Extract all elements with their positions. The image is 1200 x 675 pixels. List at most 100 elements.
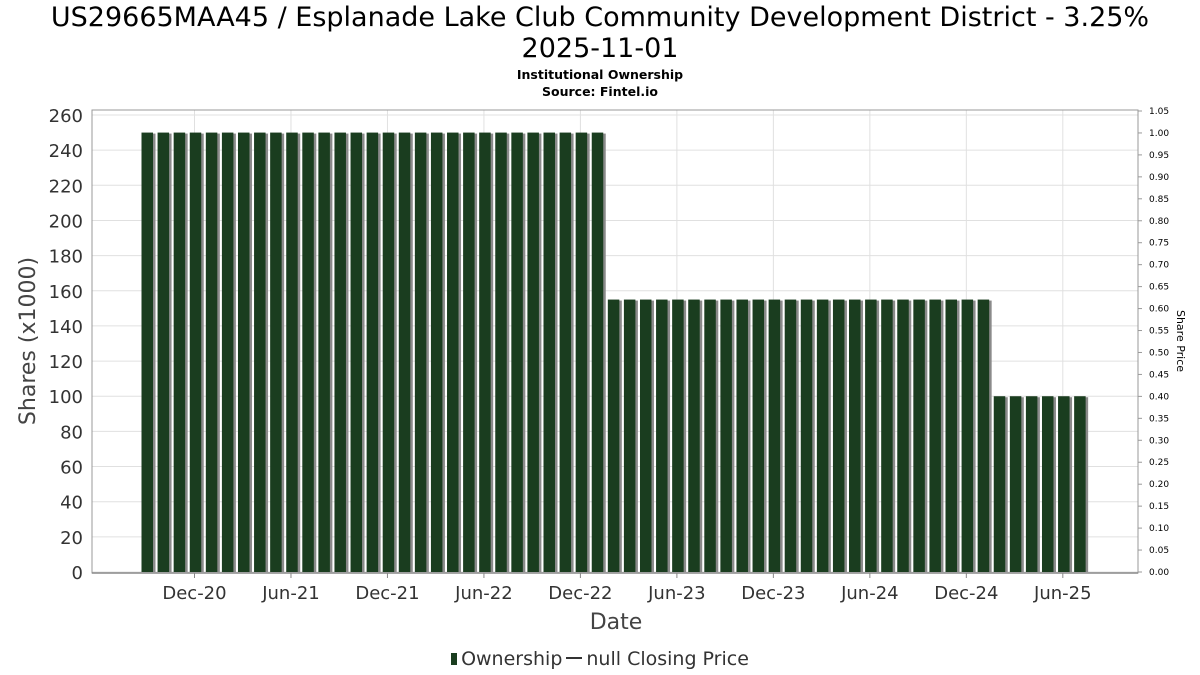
y2-tick-label: 0.80 (1149, 217, 1169, 227)
ownership-bar (881, 299, 893, 572)
y2-tick-label: 0.20 (1149, 480, 1169, 490)
y-tick-label: 200 (49, 211, 83, 232)
y2-tick-label: 0.40 (1149, 392, 1169, 402)
ownership-bar (720, 299, 732, 572)
y2-tick-label: 1.00 (1149, 129, 1169, 139)
ownership-bar (543, 132, 555, 573)
ownership-bar (607, 299, 620, 572)
x-tick-label: Jun-23 (647, 583, 706, 604)
ownership-bar (495, 132, 507, 573)
y2-tick-label: 0.50 (1149, 348, 1169, 358)
y-tick-label: 80 (60, 422, 83, 443)
price-legend-line (566, 657, 583, 659)
y2-tick-label: 0.10 (1149, 524, 1169, 534)
y2-tick-label: 0.65 (1149, 283, 1169, 293)
ownership-bar (1074, 396, 1086, 572)
ownership-bar (849, 299, 861, 572)
ownership-bar (334, 132, 346, 573)
x-tick-label: Dec-23 (741, 583, 805, 604)
ownership-bar (752, 299, 765, 572)
ownership-bar (237, 132, 250, 573)
ownership-bar (656, 299, 668, 572)
ownership-bar (1009, 396, 1022, 572)
x-axis-title: Date (590, 610, 643, 635)
ownership-bar (1025, 396, 1038, 572)
chart-subtitle: Institutional Ownership (516, 67, 684, 82)
ownership-bar (414, 132, 427, 573)
chart-title: US29665MAA45 / Esplanade Lake Club Commu… (0, 2, 1200, 64)
y2-tick-label: 0.05 (1149, 546, 1169, 556)
ownership-bar (254, 132, 266, 573)
y2-tick-label: 0.90 (1149, 173, 1169, 183)
y-tick-label: 100 (49, 387, 83, 408)
ownership-legend-swatch (451, 653, 458, 665)
ownership-bar (1041, 396, 1054, 572)
x-tick-label: Jun-25 (1033, 583, 1092, 604)
y2-tick-label: 0.25 (1149, 458, 1169, 468)
y-tick-label: 60 (60, 458, 83, 479)
x-axis-ticks: Dec-20 Jun-21 Dec-21 Jun-22 Dec-22 Jun-23 Dec-… (162, 573, 1092, 604)
x-tick-label: Jun-24 (840, 583, 899, 604)
ownership-bar (977, 299, 990, 572)
y2-tick-label: 0.30 (1149, 436, 1169, 446)
y2-tick-label: 0.55 (1149, 327, 1169, 337)
y2-tick-label: 0.00 (1149, 568, 1169, 578)
ownership-bar (430, 132, 443, 573)
ownership-bar (736, 299, 748, 572)
ownership-bar (672, 299, 684, 572)
y-tick-label: 160 (49, 282, 83, 303)
y-tick-label: 140 (49, 317, 83, 338)
ownership-bar (623, 299, 636, 572)
y-tick-label: 120 (49, 352, 83, 373)
ownership-bar (993, 396, 1006, 572)
y2-axis-ticks: 0.00 0.05 0.10 0.15 0.20 0.25 0.30 0.35 0.40 0.45… (1138, 107, 1169, 578)
ownership-bar (961, 299, 974, 572)
x-tick-label: Dec-24 (934, 583, 998, 604)
legend-ownership-label: Ownership (461, 648, 563, 670)
ownership-bar (704, 299, 716, 572)
y2-tick-label: 0.60 (1149, 305, 1169, 315)
ownership-bar (366, 132, 379, 573)
y-axis-title: Shares (x1000) (16, 257, 41, 425)
y-tick-label: 220 (49, 176, 83, 197)
y2-tick-label: 0.15 (1149, 502, 1169, 512)
y2-tick-label: 0.70 (1149, 261, 1169, 271)
chart-source: Source: Fintel.io (542, 84, 658, 99)
y-tick-label: 260 (49, 106, 83, 127)
y-tick-label: 20 (60, 528, 83, 549)
ownership-bar (205, 132, 218, 573)
y2-tick-label: 0.35 (1149, 414, 1169, 424)
ownership-bar (832, 299, 845, 572)
y2-axis-title: Share Price (1174, 310, 1187, 372)
ownership-bar (800, 299, 813, 572)
x-tick-label: Dec-20 (162, 583, 226, 604)
ownership-bar (511, 132, 523, 573)
x-tick-label: Jun-22 (454, 583, 513, 604)
ownership-bar (575, 132, 588, 573)
x-tick-label: Dec-22 (548, 583, 612, 604)
ownership-bar (688, 299, 700, 572)
ownership-bar (479, 132, 491, 573)
ownership-bar (527, 132, 539, 573)
ownership-bar (302, 132, 314, 573)
x-tick-label: Dec-21 (355, 583, 419, 604)
ownership-bar (816, 299, 829, 572)
ownership-bar (173, 132, 186, 573)
ownership-bar (559, 132, 572, 573)
ownership-bar (463, 132, 475, 573)
ownership-bar (897, 299, 909, 572)
ownership-bar (784, 299, 797, 572)
ownership-bar (639, 299, 652, 572)
ownership-bar (318, 132, 330, 573)
ownership-bar (1058, 396, 1070, 572)
y-tick-label: 0 (72, 563, 83, 584)
y-tick-label: 40 (60, 493, 83, 514)
legend: Ownership null Closing Price (0, 648, 1200, 670)
ownership-bar (913, 299, 925, 572)
y2-tick-label: 0.45 (1149, 370, 1169, 380)
ownership-bar (865, 299, 877, 572)
ownership-bar (221, 132, 234, 573)
ownership-bar (189, 132, 202, 573)
y2-tick-label: 0.85 (1149, 195, 1169, 205)
